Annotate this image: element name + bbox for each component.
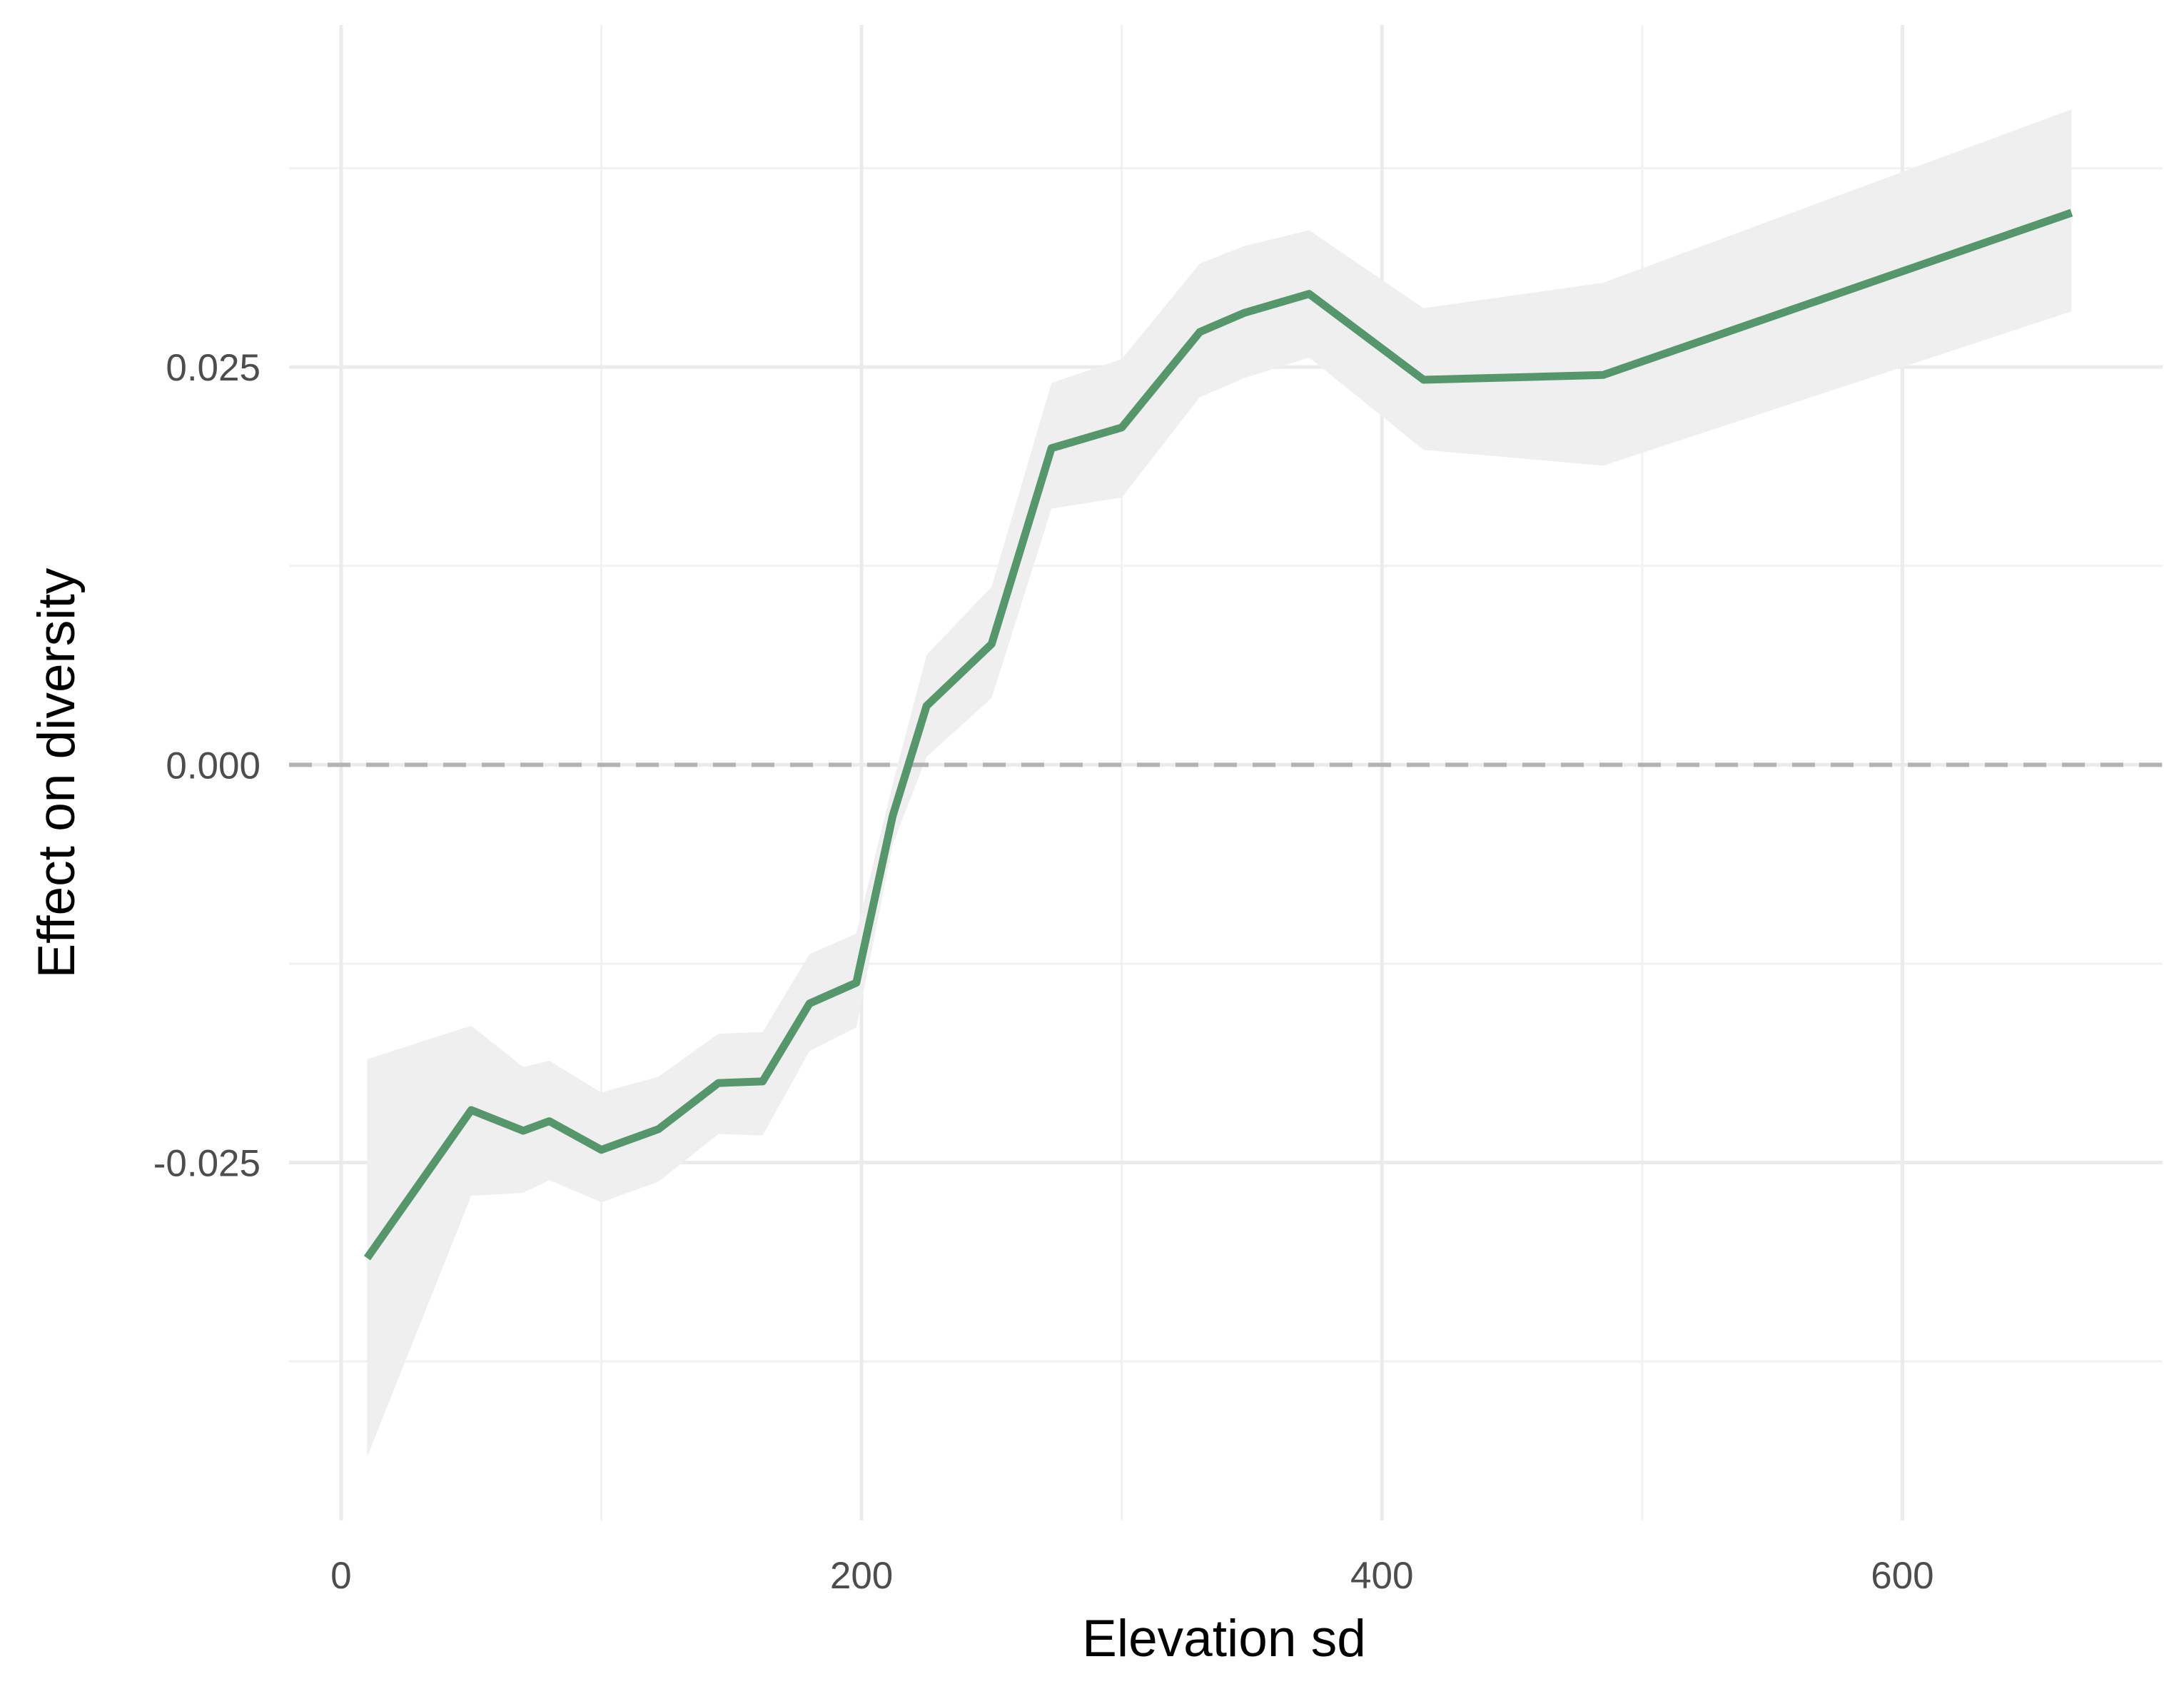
x-tick-label-2: 400 [1350,1555,1413,1597]
y-tick-label-1: 0.000 [166,745,261,787]
x-tick-label-1: 200 [830,1555,893,1597]
y-tick-label-0: -0.025 [153,1143,261,1185]
series-line [363,208,2073,1261]
y-axis-title: Effect on diversity [28,568,86,978]
series-line-layer [363,208,2073,1261]
y-tick-label-2: 0.025 [166,347,261,389]
tick-labels: 0 200 400 600 -0.025 0.000 0.025 [153,347,1934,1597]
x-tick-label-0: 0 [330,1555,351,1597]
confidence-band [367,109,2072,1457]
x-axis-title: Elevation sd [1082,1610,1366,1668]
confidence-band-layer [367,109,2072,1457]
x-tick-label-3: 600 [1871,1555,1933,1597]
